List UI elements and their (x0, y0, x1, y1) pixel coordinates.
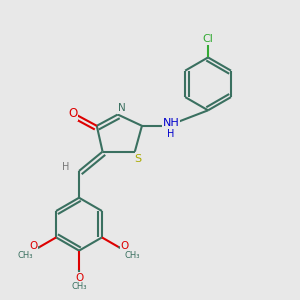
Text: CH₃: CH₃ (125, 251, 140, 260)
Text: O: O (29, 242, 37, 251)
Text: H: H (167, 129, 175, 139)
Text: O: O (121, 242, 129, 251)
Text: H: H (62, 162, 70, 172)
Text: NH: NH (163, 118, 179, 128)
Text: CH₃: CH₃ (71, 282, 87, 291)
Text: N: N (118, 103, 126, 113)
Text: O: O (75, 273, 83, 283)
Text: Cl: Cl (202, 34, 214, 44)
Text: S: S (134, 154, 142, 164)
Text: CH₃: CH₃ (18, 251, 33, 260)
Text: O: O (68, 107, 77, 120)
